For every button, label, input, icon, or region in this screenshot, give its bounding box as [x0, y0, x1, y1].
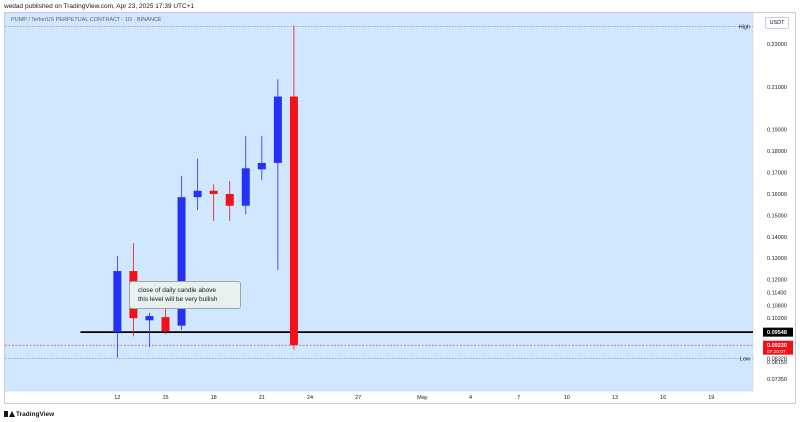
x-tick-label: 19: [708, 395, 714, 401]
tradingview-logo-icon: [4, 410, 15, 418]
low-label: Low: [740, 356, 750, 362]
candle-body[interactable]: [209, 190, 218, 194]
y-tick-label: 0.18000: [767, 149, 787, 155]
y-tick-label: 0.19000: [767, 128, 787, 134]
y-tick-label: 0.07350: [767, 377, 787, 383]
y-tick-label: 0.15000: [767, 213, 787, 219]
candle-body[interactable]: [177, 197, 186, 326]
tradingview-logo-text: TradingView: [16, 410, 55, 418]
time-axis[interactable]: [5, 391, 795, 403]
x-tick-label: 4: [469, 395, 472, 401]
level-price-tag: [763, 327, 793, 337]
x-tick-label: 21: [259, 395, 265, 401]
candle-countdown-label: 07:20:07: [767, 349, 786, 355]
level-price-label: 0.09548: [767, 330, 787, 336]
price-chart[interactable]: 0.073500.081500.086000.102000.108000.114…: [5, 13, 795, 403]
symbol-title: PUMP / TetherUS PERPETUAL CONTRACT · 1D …: [11, 17, 162, 23]
x-tick-label: 18: [211, 395, 217, 401]
candle-body[interactable]: [241, 168, 250, 206]
candle-body[interactable]: [113, 271, 122, 333]
y-tick-label: 0.10200: [767, 316, 787, 322]
candle-body[interactable]: [193, 190, 202, 198]
high-label: High: [739, 25, 750, 31]
y-tick-label: 0.08150: [767, 360, 787, 366]
x-tick-label: 7: [517, 395, 520, 401]
current-price-tag: [763, 340, 793, 355]
candle-body[interactable]: [289, 96, 298, 346]
low-value-label: 0.08328: [767, 356, 787, 362]
x-tick-label: 27: [355, 395, 361, 401]
y-tick-label: 0.23000: [767, 42, 787, 48]
current-price-label: 0.09230: [767, 343, 787, 349]
x-tick-label: 15: [162, 395, 168, 401]
candle-body[interactable]: [225, 193, 234, 206]
y-tick-label: 0.12000: [767, 278, 787, 284]
plot-area[interactable]: [5, 13, 753, 391]
x-tick-label: 12: [114, 395, 120, 401]
x-tick-label: 24: [307, 395, 313, 401]
x-tick-label: 10: [564, 395, 570, 401]
candle-body[interactable]: [273, 96, 282, 163]
candle-body[interactable]: [145, 316, 154, 321]
chart-frame: 0.073500.081500.086000.102000.108000.114…: [4, 12, 796, 404]
chart-annotation[interactable]: close of daily candle above this level w…: [129, 281, 241, 309]
published-line: wedad published on TradingView.com, Apr …: [4, 3, 195, 10]
y-tick-label: 0.16000: [767, 192, 787, 198]
x-tick-label: 16: [660, 395, 666, 401]
y-tick-label: 0.17000: [767, 171, 787, 177]
x-tick-label: May: [417, 395, 428, 401]
y-tick-label: 0.13000: [767, 256, 787, 262]
x-tick-label: 13: [612, 395, 618, 401]
currency-selector[interactable]: USDT: [765, 17, 789, 29]
tradingview-logo[interactable]: TradingView: [4, 408, 54, 420]
annotation-line-2: this level will be very bullish: [138, 295, 218, 303]
y-tick-label: 0.14000: [767, 235, 787, 241]
y-tick-label: 0.10800: [767, 303, 787, 309]
annotation-line-1: close of daily candle above: [138, 287, 217, 294]
price-axis[interactable]: [753, 13, 795, 403]
y-tick-label: 0.11400: [767, 290, 786, 296]
candle-body[interactable]: [257, 162, 266, 170]
candle-body[interactable]: [161, 317, 170, 332]
y-tick-label: 0.21000: [767, 85, 787, 91]
